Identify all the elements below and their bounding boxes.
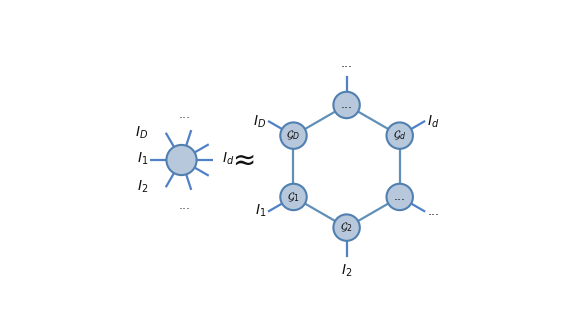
Text: ...: ...	[340, 99, 353, 111]
Circle shape	[280, 184, 307, 210]
Text: $I_D$: $I_D$	[135, 125, 148, 141]
Text: $I_1$: $I_1$	[137, 150, 148, 167]
Circle shape	[166, 145, 197, 175]
Text: $\mathcal{G}_1$: $\mathcal{G}_1$	[287, 190, 300, 204]
Text: $I_d$: $I_d$	[222, 150, 235, 167]
Text: ...: ...	[179, 199, 191, 212]
Text: $I_d$: $I_d$	[427, 113, 440, 130]
Circle shape	[386, 123, 413, 149]
Circle shape	[334, 214, 360, 241]
Circle shape	[280, 123, 307, 149]
Text: $I_2$: $I_2$	[341, 262, 352, 279]
Circle shape	[334, 92, 360, 118]
Text: $\mathcal{G}_d$: $\mathcal{G}_d$	[393, 129, 407, 142]
Text: ...: ...	[394, 190, 405, 204]
Text: ...: ...	[179, 108, 191, 121]
Text: ...: ...	[427, 204, 440, 218]
Text: $I_2$: $I_2$	[137, 179, 148, 195]
Text: ...: ...	[340, 57, 353, 70]
Circle shape	[386, 184, 413, 210]
Text: $\mathcal{G}_D$: $\mathcal{G}_D$	[287, 129, 300, 142]
Text: $\mathcal{G}_2$: $\mathcal{G}_2$	[340, 221, 353, 235]
Text: $I_D$: $I_D$	[253, 113, 266, 130]
Text: $\approx$: $\approx$	[227, 146, 255, 174]
Text: $I_1$: $I_1$	[255, 203, 266, 219]
